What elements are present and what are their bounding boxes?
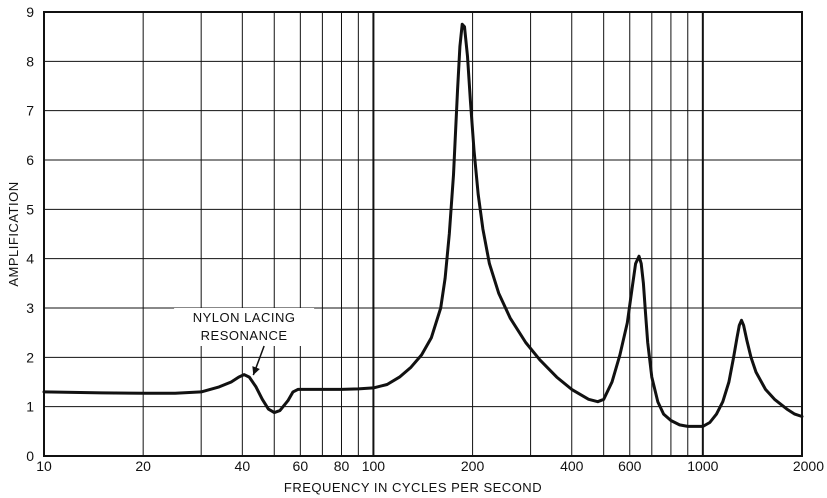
- y-tick-label: 1: [26, 399, 34, 415]
- series-line-amplification: [42, 22, 804, 428]
- annotation-background: [174, 308, 315, 346]
- y-axis-label: AMPLIFICATION: [6, 181, 21, 286]
- annotation: NYLON LACING RESONANCE: [174, 308, 315, 376]
- y-tick-label: 9: [26, 4, 34, 20]
- y-tick-label: 4: [26, 251, 34, 267]
- x-tick-label: 10: [36, 458, 52, 474]
- y-tick-label: 3: [26, 300, 34, 316]
- y-tick-label: 2: [26, 349, 34, 365]
- y-tick-label: 6: [26, 152, 34, 168]
- x-tick-label: 60: [293, 458, 309, 474]
- x-tick-label: 100: [362, 458, 386, 474]
- x-tick-label: 40: [235, 458, 251, 474]
- y-tick-label: 5: [26, 201, 34, 217]
- grid: [44, 12, 802, 456]
- x-tick-label: 2000: [793, 458, 824, 474]
- x-axis-label: FREQUENCY IN CYCLES PER SECOND: [284, 480, 542, 495]
- annotation-arrowhead: [252, 366, 260, 376]
- plot-frame: [43, 11, 803, 457]
- x-tick-label: 1000: [687, 458, 718, 474]
- y-tick-label: 0: [26, 448, 34, 464]
- y-tick-label: 8: [26, 53, 34, 69]
- y-tick-labels: 0 1 2 3 4 5 6 7 8 9: [26, 4, 34, 464]
- x-tick-labels: 10 20 40 60 80 100 200 400 600 1000 2000: [36, 458, 824, 474]
- x-tick-label: 600: [618, 458, 642, 474]
- x-tick-label: 80: [334, 458, 350, 474]
- annotation-line-2: RESONANCE: [201, 328, 288, 343]
- x-tick-label: 200: [461, 458, 485, 474]
- x-tick-label: 400: [560, 458, 584, 474]
- x-tick-label: 20: [135, 458, 151, 474]
- annotation-line-1: NYLON LACING: [193, 310, 296, 325]
- y-tick-label: 7: [26, 103, 34, 119]
